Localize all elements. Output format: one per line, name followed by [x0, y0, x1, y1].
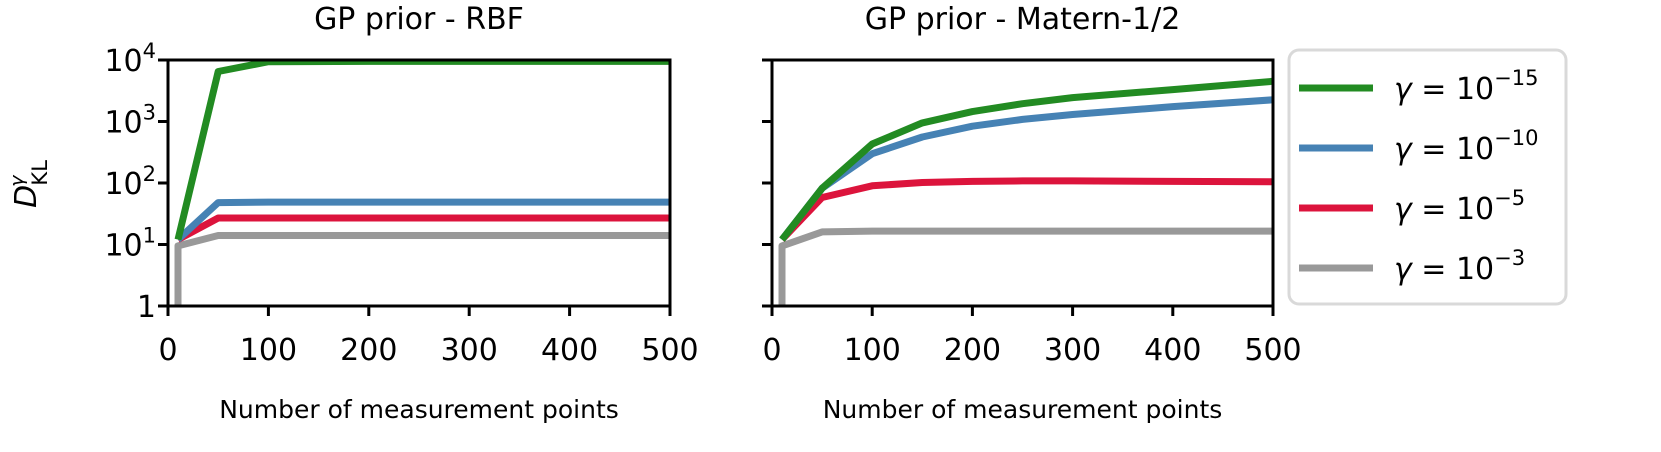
x-tick-label: 200	[944, 333, 1001, 368]
series-line-10-15	[779, 77, 1273, 242]
x-tick-label: 500	[1244, 333, 1301, 368]
axes-frame	[166, 58, 672, 308]
y-axis-label: DγKL	[6, 160, 52, 208]
legend-label: γ = 10−5	[1394, 186, 1525, 227]
subplot-2: 0 100 200 300 400 500 GP prior - Matern-1/2 Num…	[762, 2, 1302, 424]
x-tick-label: 400	[541, 333, 598, 368]
x-tick-label: 0	[158, 333, 177, 368]
series-line-10-3	[778, 227, 1273, 306]
subplot-title: GP prior - RBF	[314, 2, 524, 37]
series-line-10-3	[174, 232, 670, 306]
series-line-10-10	[175, 198, 670, 243]
legend-label: γ = 10−3	[1394, 246, 1525, 287]
x-tick-label: 400	[1144, 333, 1201, 368]
series-line-10-10	[779, 96, 1273, 242]
legend-item: γ = 10−15	[1299, 66, 1538, 107]
x-axis-label: Number of measurement points	[219, 395, 619, 424]
series-group	[174, 60, 670, 306]
series-line-10-5	[176, 214, 670, 243]
y-tick-label: 101	[104, 224, 156, 264]
x-tick-label: 0	[762, 333, 781, 368]
legend-box	[1287, 48, 1568, 306]
legend-label: γ = 10−10	[1394, 126, 1538, 167]
y-tick-label: 104	[104, 39, 156, 79]
series-line-10-5	[779, 177, 1273, 243]
x-tick-label: 300	[1044, 333, 1101, 368]
subplot-title: GP prior - Matern-1/2	[865, 2, 1181, 37]
y-tick-label: 103	[104, 101, 156, 141]
y-tick-label: 102	[104, 162, 156, 202]
x-tick-label: 100	[844, 333, 901, 368]
y-tick-label: 1	[137, 290, 156, 325]
x-tick-label: 200	[340, 333, 397, 368]
x-tick-label: 500	[641, 333, 698, 368]
legend-item: γ = 10−3	[1299, 246, 1525, 287]
legend: γ = 10−15 γ = 10−10 γ = 10−5 γ = 10−3	[1287, 48, 1568, 306]
legend-item: γ = 10−5	[1299, 186, 1525, 227]
x-tick-label: 100	[240, 333, 297, 368]
legend-item: γ = 10−10	[1299, 126, 1538, 167]
x-axis-label: Number of measurement points	[823, 395, 1223, 424]
series-group	[778, 77, 1273, 306]
series-line-10-15	[174, 60, 670, 241]
legend-label: γ = 10−15	[1394, 66, 1538, 107]
x-tick-label: 300	[441, 333, 498, 368]
subplot-1: 0 100 200 300 400 500 1 101 102 103 104 GP prior - …	[6, 2, 699, 424]
